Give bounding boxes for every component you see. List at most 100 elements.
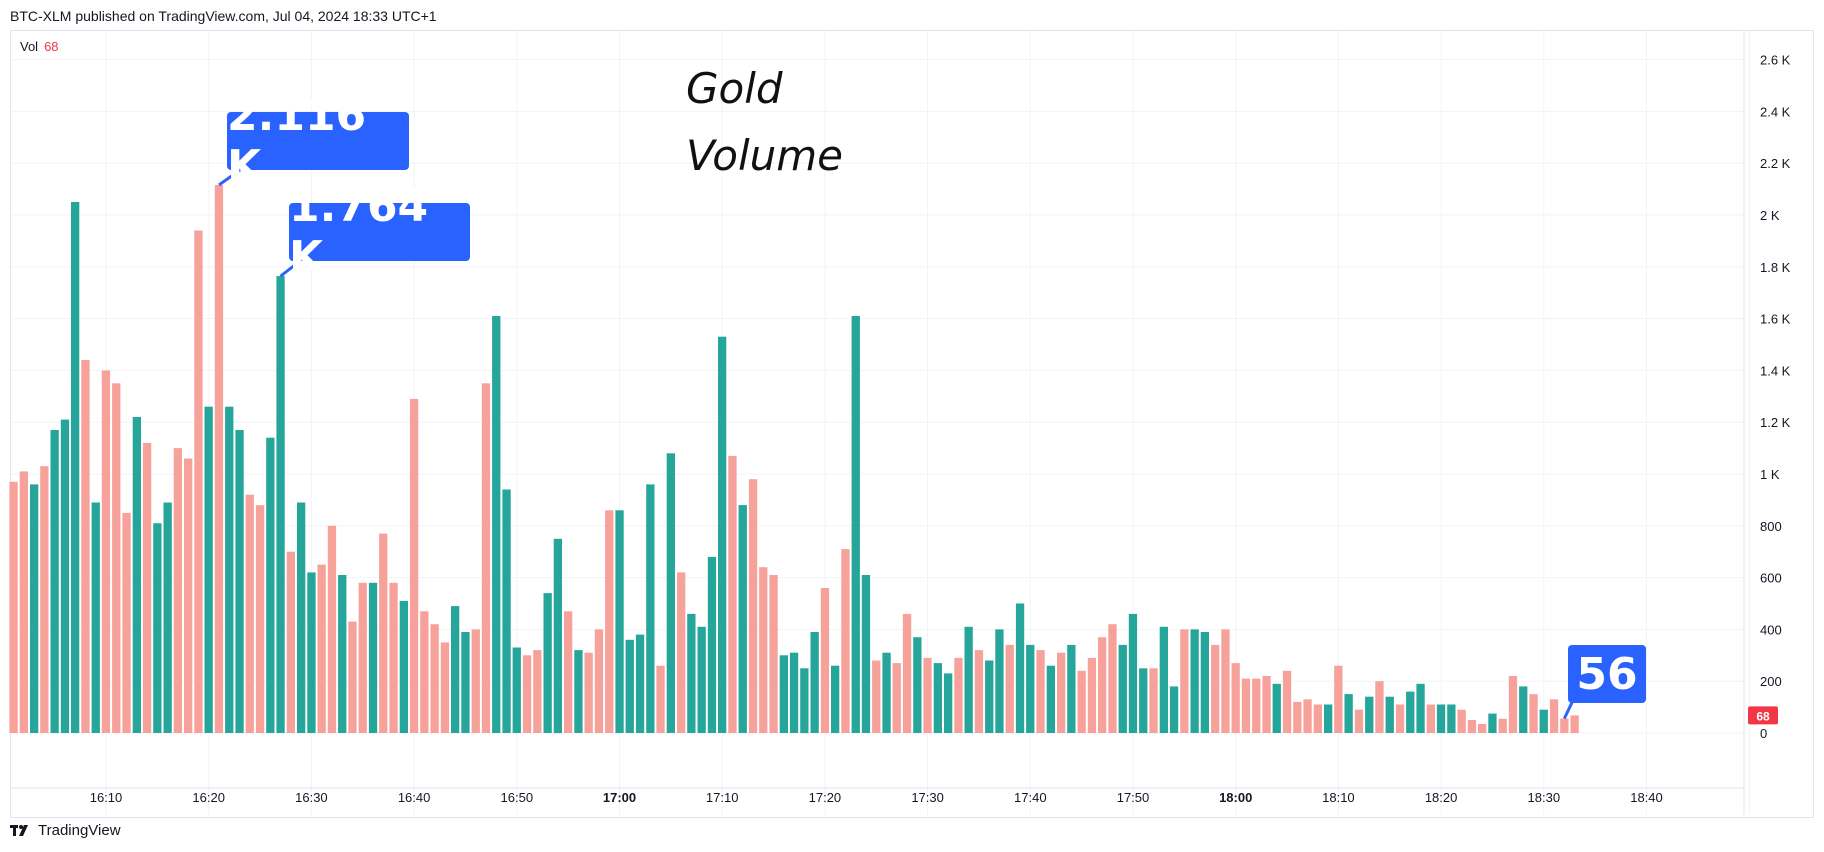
volume-bar [348, 621, 357, 733]
volume-bar [255, 505, 265, 733]
y-tick-label: 2.4 K [1760, 104, 1791, 119]
y-tick-label: 1 K [1760, 467, 1780, 482]
volume-bar [707, 556, 717, 733]
x-tick-label: 17:40 [1014, 790, 1047, 805]
volume-bar [1395, 704, 1405, 733]
x-tick-label: 16:40 [398, 790, 431, 805]
volume-bar [122, 512, 131, 733]
x-tick-label: 18:20 [1425, 790, 1458, 805]
volume-bar [851, 316, 860, 733]
volume-bar [1488, 713, 1497, 733]
volume-bar [985, 660, 994, 733]
volume-bar [286, 551, 295, 733]
footer-brand[interactable]: TradingView [10, 822, 121, 839]
volume-bar [964, 626, 973, 733]
volume-bar [944, 673, 953, 733]
volume-bar [1416, 683, 1425, 733]
volume-bar [19, 471, 28, 733]
volume-bar [728, 455, 737, 733]
volume-bar [163, 502, 172, 733]
volume-bar [800, 668, 809, 734]
volume-bar [718, 336, 727, 733]
y-tick-label: 1.4 K [1760, 363, 1791, 378]
volume-bar [1252, 678, 1261, 733]
volume-bar [584, 652, 593, 733]
volume-bar [1067, 644, 1076, 733]
volume-legend[interactable]: Vol 68 [20, 39, 59, 54]
volume-bar [81, 360, 90, 733]
volume-bar [379, 533, 388, 733]
volume-bar [861, 575, 871, 733]
volume-bar [697, 626, 706, 733]
volume-bar [1570, 715, 1579, 733]
volume-bar [101, 370, 111, 733]
volume-bar [276, 276, 285, 733]
volume-bar [902, 613, 912, 733]
volume-bar [1282, 670, 1292, 733]
volume-bar [471, 629, 480, 733]
x-tick-label: 17:30 [911, 790, 944, 805]
y-tick-label: 400 [1760, 622, 1782, 637]
volume-bar [420, 611, 429, 733]
callout-peak-1: 2.116 K [227, 90, 409, 192]
volume-bar [184, 458, 193, 733]
volume-bar [687, 613, 696, 733]
price-axis[interactable]: 2.6 K 2.4 K 2.2 K 2 K 1.8 K 1.6 K 1.4 K 1.2 K 1 … [1760, 53, 1791, 741]
volume-bar [1046, 665, 1055, 733]
volume-bar [1539, 709, 1548, 733]
volume-bar [1436, 704, 1446, 733]
x-tick-label: 18:00 [1219, 790, 1252, 805]
volume-bar [266, 437, 275, 733]
volume-bar [635, 634, 645, 733]
volume-bar [1015, 603, 1025, 733]
x-tick-label: 16:30 [295, 790, 328, 805]
x-tick-label: 16:20 [192, 790, 225, 805]
annotation-line-1: Gold [686, 64, 783, 113]
volume-bar [173, 448, 182, 733]
volume-bar [1005, 644, 1014, 733]
volume-bar [1467, 720, 1477, 733]
volume-bar [1272, 683, 1281, 733]
volume-bar [1200, 632, 1209, 733]
volume-bar [1365, 696, 1374, 733]
x-tick-label: 17:20 [809, 790, 842, 805]
time-axis[interactable]: 16:10 16:20 16:30 16:40 16:50 17:00 17:10 17:20… [90, 790, 1663, 805]
volume-bar [677, 572, 686, 733]
x-tick-label: 18:40 [1630, 790, 1663, 805]
volume-bar [1149, 668, 1158, 734]
volume-bar [50, 430, 59, 733]
volume-bar [1385, 696, 1394, 733]
volume-bar [368, 582, 378, 733]
volume-bar [1354, 709, 1364, 733]
volume-bar [451, 606, 460, 733]
volume-bar [1549, 699, 1559, 733]
callout-last: 56 [1568, 645, 1646, 703]
volume-bar [9, 481, 18, 733]
volume-bar [913, 637, 922, 733]
volume-bar [1169, 686, 1179, 733]
volume-bar [779, 655, 788, 733]
volume-bar [1241, 678, 1251, 733]
x-tick-label: 17:00 [603, 790, 636, 805]
volume-bars [9, 185, 1579, 734]
callout-peak-2: 1.764 K [289, 181, 470, 283]
chart-frame [10, 30, 1814, 818]
volume-bar [1231, 663, 1240, 733]
volume-bar [358, 582, 367, 733]
x-tick-label: 17:50 [1117, 790, 1150, 805]
volume-bar [1426, 704, 1435, 733]
volume-bar [574, 650, 583, 733]
volume-bar [543, 593, 552, 733]
volume-bar [533, 650, 542, 733]
y-tick-label: 2.6 K [1760, 53, 1791, 68]
y-tick-label: 2.2 K [1760, 156, 1791, 171]
volume-bar [502, 489, 511, 733]
volume-bar [1313, 704, 1322, 733]
volume-bar [748, 479, 758, 733]
tradingview-logo-icon [10, 824, 28, 836]
volume-bar [1108, 624, 1117, 733]
legend-value: 68 [44, 39, 59, 54]
volume-bar [1529, 694, 1538, 733]
volume-bar [831, 665, 840, 733]
volume-bar [1262, 676, 1271, 733]
